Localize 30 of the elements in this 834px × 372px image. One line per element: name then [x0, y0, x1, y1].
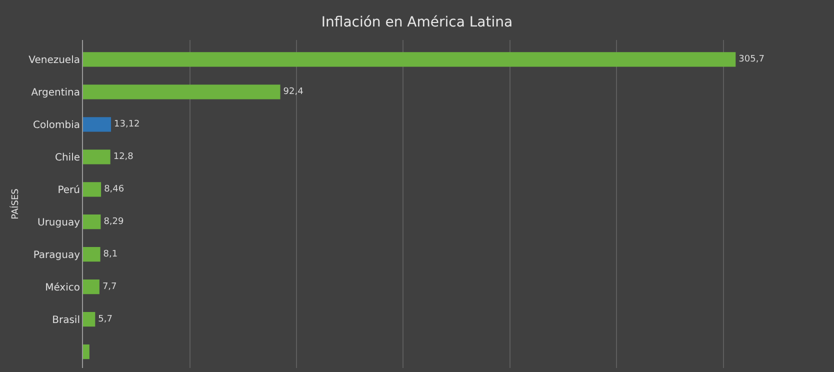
data-label: 8,46 [104, 184, 124, 194]
bar [83, 280, 100, 294]
data-label: 92,4 [283, 86, 304, 97]
bar [83, 52, 736, 67]
y-axis-title: PAÍSES [8, 188, 21, 220]
bar [83, 344, 90, 360]
bar [83, 182, 102, 197]
y-tick-label: Colombia [33, 120, 80, 131]
y-tick-label: Venezuela [28, 54, 80, 66]
y-tick-label: Perú [58, 184, 80, 196]
y-tick-label: Chile [54, 152, 80, 164]
bar [83, 84, 280, 100]
chart-title: Inflación en América Latina [321, 14, 513, 31]
bar [83, 117, 112, 132]
y-tick-label: Uruguay [38, 217, 80, 228]
data-label: 7,7 [102, 282, 117, 292]
y-tick-label: Argentina [31, 87, 80, 98]
data-label: 8,29 [104, 216, 124, 227]
y-tick-label: Paraguay [33, 250, 80, 261]
bar [83, 312, 96, 327]
data-label: 13,12 [114, 119, 140, 130]
data-label: 305,7 [738, 54, 764, 64]
y-tick-label: Brasil [52, 314, 80, 326]
data-label: 12,8 [113, 152, 134, 162]
data-label: 5,7 [98, 314, 112, 324]
bar [83, 150, 110, 164]
data-label: 8,1 [103, 249, 118, 260]
y-tick-label: México [45, 282, 80, 294]
bar [83, 214, 101, 230]
bar [83, 247, 100, 262]
